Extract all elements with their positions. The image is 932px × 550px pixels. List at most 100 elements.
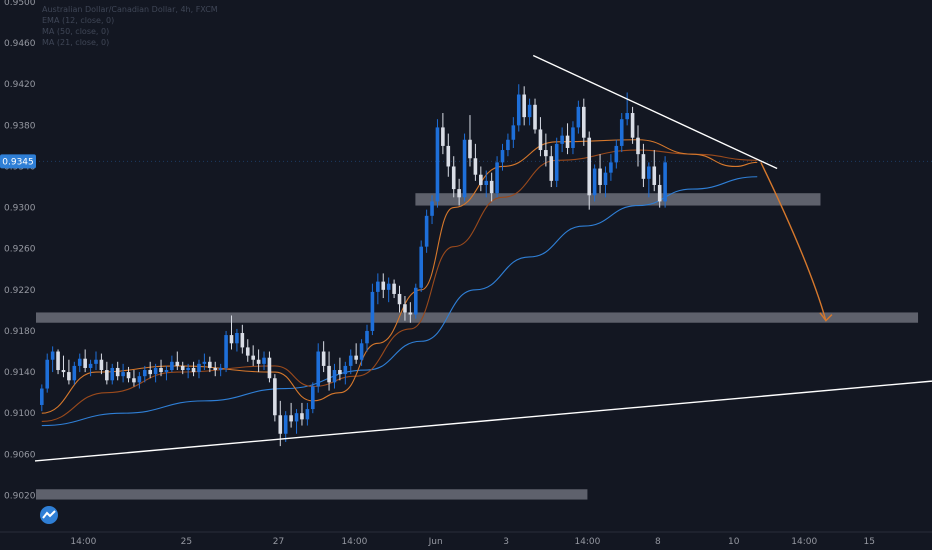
price-axis: 0.95000.94600.94200.93800.93400.93000.92… xyxy=(4,0,36,501)
candle-bull xyxy=(554,143,559,181)
candle-bear xyxy=(278,415,283,434)
candle-bull xyxy=(164,370,169,373)
time-tick-label: 10 xyxy=(728,537,740,547)
price-tick-label: 0.9180 xyxy=(4,327,36,337)
candle-bull xyxy=(343,365,348,375)
legend-ma21: MA (21, close, 0) xyxy=(42,38,110,47)
candles xyxy=(40,84,667,447)
candle-bear xyxy=(213,367,218,371)
chart-legend: Australian Dollar/Canadian Dollar, 4h, F… xyxy=(42,4,218,48)
candle-bear xyxy=(479,174,483,185)
legend-ma50: MA (50, close, 0) xyxy=(42,27,110,36)
candle-bear xyxy=(446,145,451,167)
candle-bear xyxy=(175,361,180,366)
legend-ema: EMA (12, close, 0) xyxy=(42,16,115,25)
time-tick-label: 8 xyxy=(655,537,661,547)
candle-bear xyxy=(652,166,657,185)
candle-bear xyxy=(240,333,245,348)
candle-bull xyxy=(94,359,98,364)
candle-bear xyxy=(636,137,640,155)
candle-bull xyxy=(609,162,613,173)
candle-bear xyxy=(397,293,402,305)
candle-bull xyxy=(332,370,337,383)
candle-bear xyxy=(273,378,277,416)
price-tick-label: 0.9260 xyxy=(4,245,36,255)
candle-bear xyxy=(641,154,646,179)
candle-bear xyxy=(473,158,478,175)
candle-bull xyxy=(77,358,82,366)
candle-bear xyxy=(582,106,586,138)
candle-bear xyxy=(159,367,163,373)
candle-bull xyxy=(603,172,608,185)
candle-bull xyxy=(235,333,239,344)
candle-bear xyxy=(132,378,136,383)
candle-bear xyxy=(191,367,196,373)
candle-bull xyxy=(359,343,364,360)
candle-bull xyxy=(592,168,597,196)
candle-bull xyxy=(88,363,93,368)
candle-bear xyxy=(67,372,71,381)
price-tick-label: 0.9300 xyxy=(4,204,36,214)
tradingview-logo-icon[interactable] xyxy=(38,505,60,525)
candle-bull xyxy=(571,127,575,148)
candle-bull xyxy=(647,166,651,179)
candle-bear xyxy=(99,359,104,371)
candle-bull xyxy=(413,287,418,315)
candle-bear xyxy=(321,351,326,366)
candle-bull xyxy=(137,376,142,383)
ma21-line xyxy=(41,149,758,422)
candle-bull xyxy=(224,335,228,368)
candle-bull xyxy=(45,359,50,389)
candle-bull xyxy=(614,145,619,163)
time-tick-label: 14:00 xyxy=(70,537,96,547)
current-price-badge xyxy=(0,154,36,169)
time-tick-label: 14:00 xyxy=(791,537,817,547)
candle-bear xyxy=(208,361,212,368)
candle-bear xyxy=(489,180,494,194)
candle-bear xyxy=(565,135,570,148)
ascending-trendline xyxy=(34,380,932,462)
candle-bear xyxy=(544,150,548,157)
candle-bull xyxy=(365,330,369,344)
candle-bull xyxy=(50,351,55,360)
candle-bull xyxy=(197,363,201,373)
candle-bear xyxy=(126,372,131,379)
candle-bull xyxy=(376,281,380,292)
candle-bull xyxy=(625,113,629,120)
candle-bear xyxy=(251,355,255,360)
candle-bear xyxy=(115,367,120,377)
candle-bull xyxy=(370,291,375,331)
candle-bull xyxy=(305,409,310,420)
candle-bear xyxy=(587,137,592,196)
lower-support-zone xyxy=(36,489,588,500)
candle-bear xyxy=(105,370,109,381)
projection-arrowhead xyxy=(819,312,833,322)
candle-bull xyxy=(283,415,288,434)
price-tick-label: 0.9020 xyxy=(4,491,36,501)
current-price-label: 0.9345 xyxy=(2,157,34,167)
candle-bull xyxy=(495,162,499,194)
candle-bear xyxy=(403,304,407,313)
upper-support-zone xyxy=(415,193,821,206)
candle-bear xyxy=(61,370,66,373)
candle-bear xyxy=(327,365,331,383)
candle-bull xyxy=(511,125,516,140)
candle-bear xyxy=(256,359,261,364)
time-tick-label: 3 xyxy=(503,537,509,547)
candle-bear xyxy=(451,166,456,190)
price-tick-label: 0.9380 xyxy=(4,121,36,131)
time-axis-band xyxy=(0,532,932,550)
candle-bull xyxy=(110,367,115,381)
time-tick-label: 15 xyxy=(864,537,875,547)
trendlines xyxy=(34,54,932,462)
candle-bear xyxy=(354,355,358,360)
candle-bull xyxy=(153,367,158,375)
price-tick-label: 0.9500 xyxy=(4,0,36,8)
candle-bull xyxy=(386,283,391,290)
time-tick-label: 14:00 xyxy=(574,537,600,547)
candle-bull xyxy=(170,361,174,371)
candle-bull xyxy=(527,104,532,118)
candle-bull xyxy=(121,372,125,377)
